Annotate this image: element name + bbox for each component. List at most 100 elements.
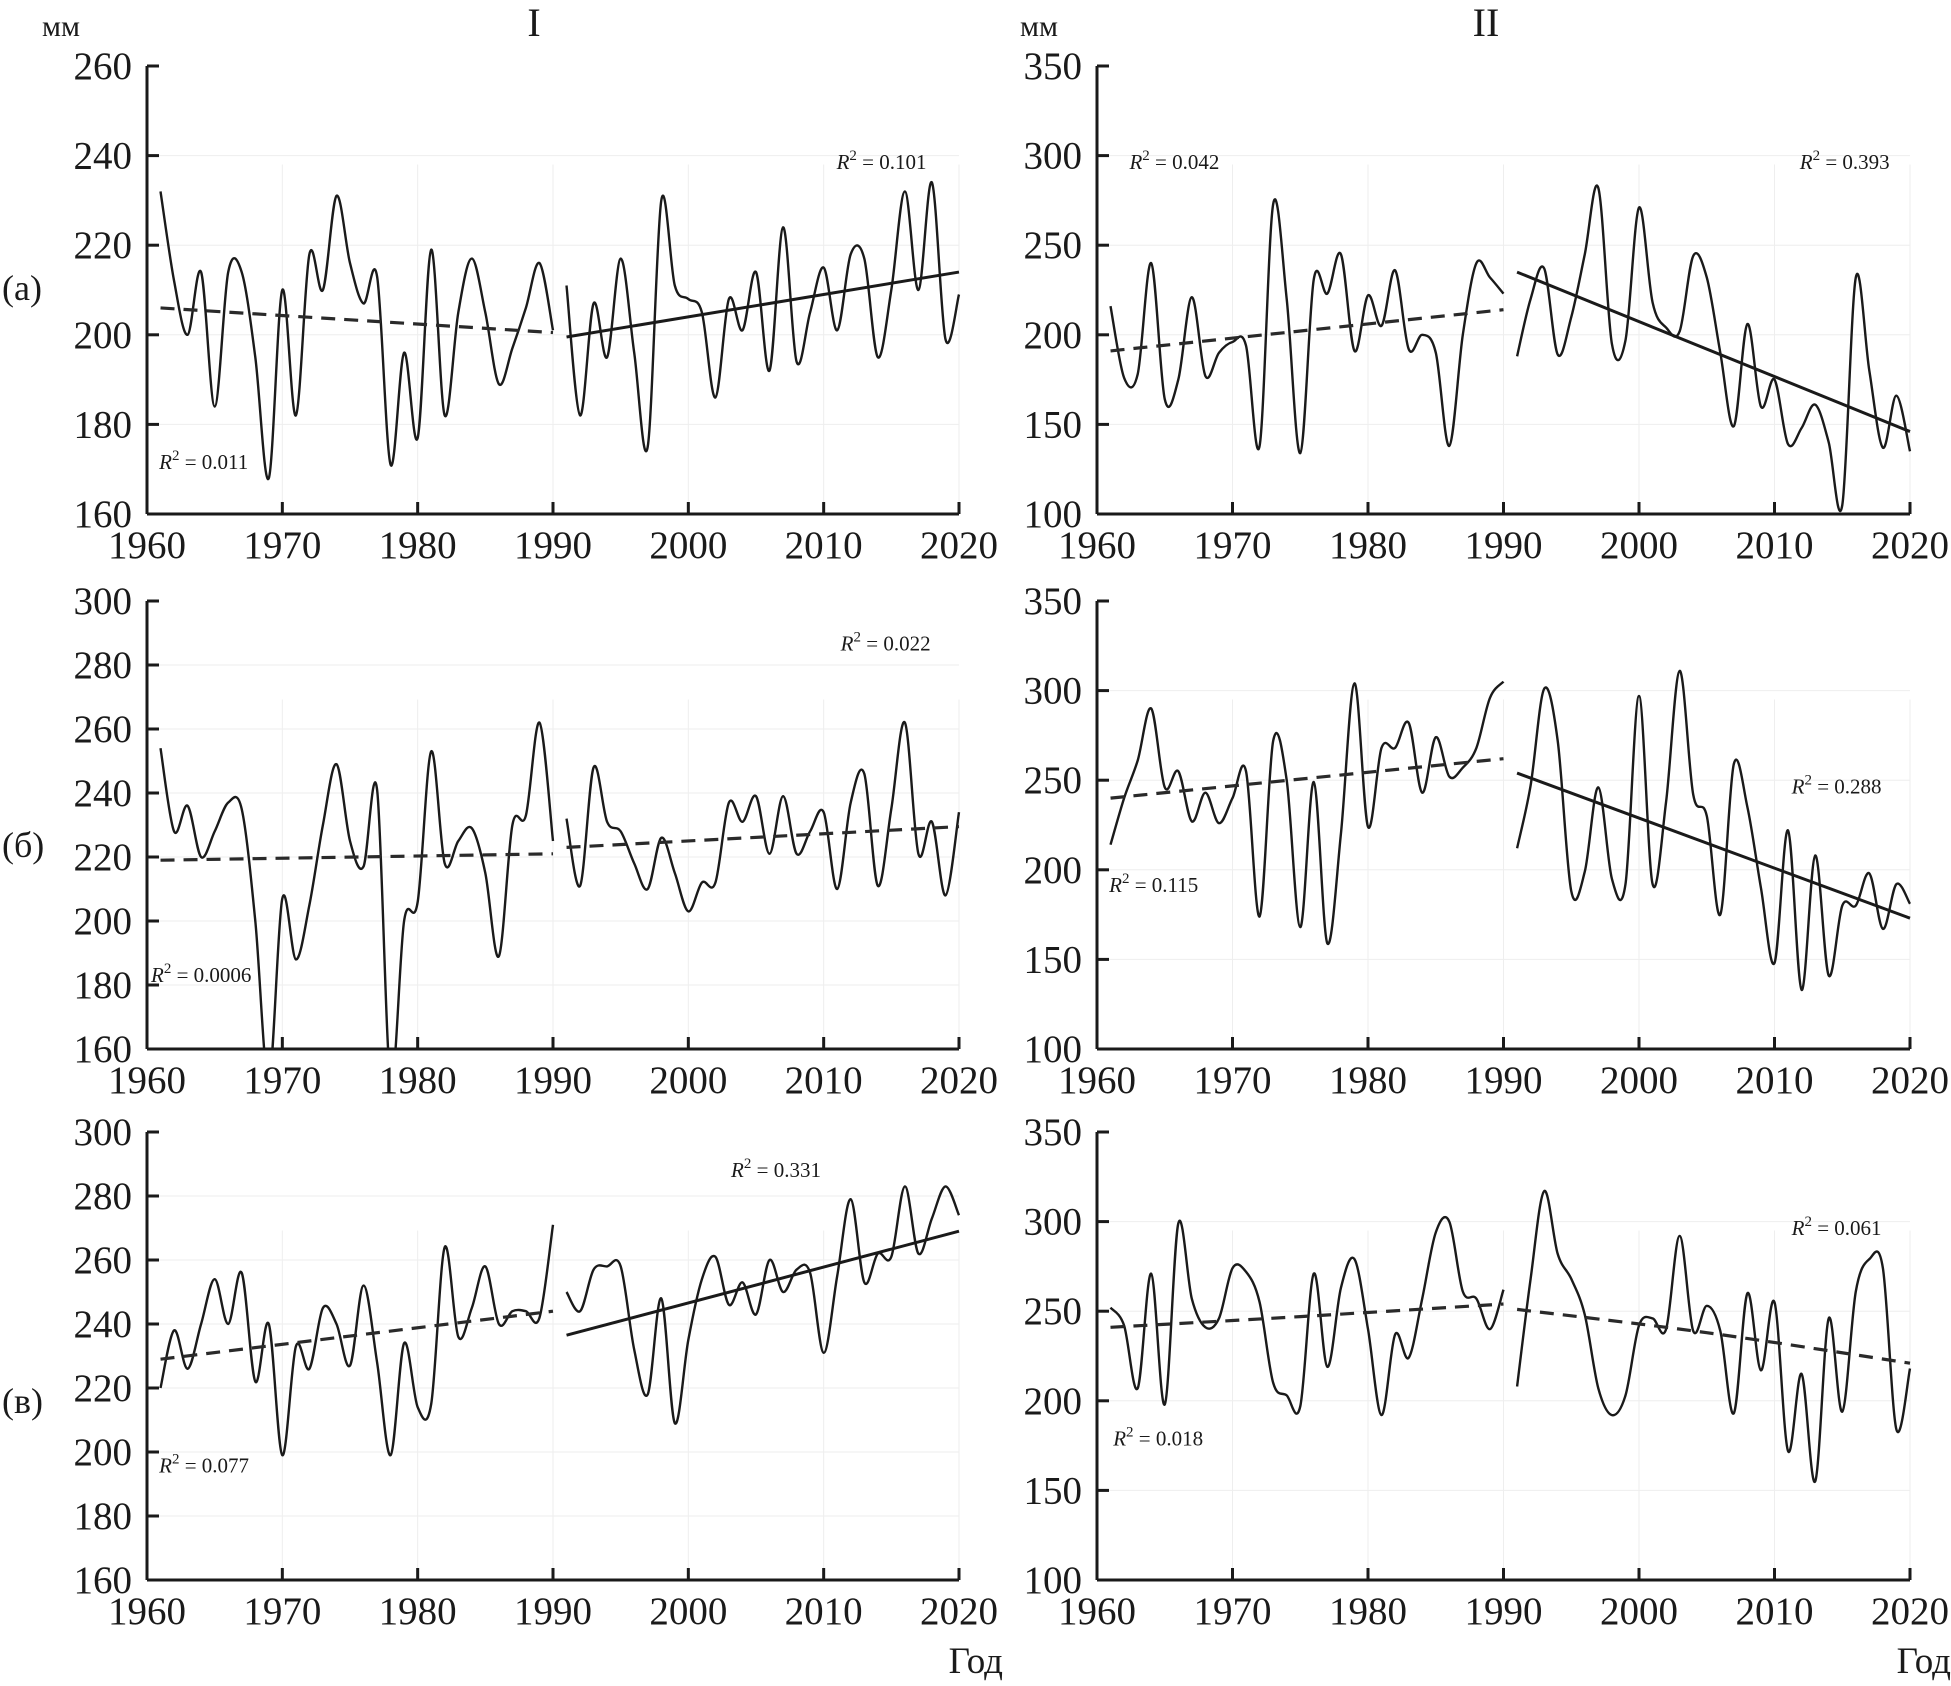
y-tick-label: 220 bbox=[74, 836, 133, 879]
x-tick-label: 1990 bbox=[1465, 524, 1543, 567]
trend-line-dashed bbox=[566, 825, 960, 849]
x-tick-label: 2000 bbox=[649, 1590, 727, 1633]
series-line-1991-2020 bbox=[1515, 669, 1912, 992]
y-tick-label: 150 bbox=[1024, 1469, 1083, 1512]
panels: 160 180 200 220 240 260 1960 1970 1980 1990 2000 20… bbox=[74, 45, 1950, 1633]
trend-line-dashed bbox=[1110, 757, 1504, 800]
x-tick-label: 1990 bbox=[514, 524, 592, 567]
column-title-I: I bbox=[527, 0, 540, 45]
y-tick-label: 160 bbox=[74, 1028, 133, 1071]
y-tick-label: 180 bbox=[74, 403, 133, 446]
row-label-b: (б) bbox=[2, 825, 44, 865]
r2-label: R2 = 0.018 bbox=[1112, 1425, 1203, 1451]
y-tick-label: 160 bbox=[74, 493, 133, 536]
y-tick-label: 220 bbox=[74, 1367, 133, 1410]
trend-line-solid bbox=[1516, 771, 1911, 920]
trend-line-dashed bbox=[1516, 1307, 1911, 1365]
trend-line-dashed bbox=[160, 852, 554, 862]
r2-label: R2 = 0.077 bbox=[158, 1451, 249, 1477]
x-tick-label: 2020 bbox=[920, 524, 998, 567]
x-tick-label: 2010 bbox=[785, 524, 863, 567]
series-line-1961-1990 bbox=[159, 191, 555, 481]
trend-line-dashed bbox=[1110, 1302, 1504, 1329]
y-tick-label: 200 bbox=[74, 900, 133, 943]
x-tick-label: 2010 bbox=[785, 1059, 863, 1102]
x-tick-label: 1990 bbox=[1465, 1059, 1543, 1102]
series-line-1991-2020 bbox=[1515, 1189, 1912, 1483]
y-tick-label: 100 bbox=[1024, 1028, 1083, 1071]
trend-line-solid bbox=[1516, 270, 1911, 433]
unit-label-I: мм bbox=[42, 10, 80, 43]
x-tick-label: 2010 bbox=[1736, 1059, 1814, 1102]
y-tick-label: 260 bbox=[74, 45, 133, 88]
y-tick-label: 180 bbox=[74, 964, 133, 1007]
r2-label: R2 = 0.022 bbox=[840, 629, 931, 655]
y-tick-label: 260 bbox=[74, 1239, 133, 1282]
r2-label: R2 = 0.042 bbox=[1128, 148, 1219, 174]
x-tick-label: 1960 bbox=[108, 1059, 186, 1102]
y-tick-label: 240 bbox=[74, 772, 133, 815]
panel-II-a: 100 150 200 250 300 350 1960 1970 1980 1990 2000 20… bbox=[1024, 45, 1950, 567]
x-tick-label: 2000 bbox=[649, 1059, 727, 1102]
r2-label: R2 = 0.101 bbox=[836, 148, 927, 174]
y-tick-label: 200 bbox=[1024, 314, 1083, 357]
panel-II-c: 100 150 200 250 300 350 1960 1970 1980 1990 2000 20… bbox=[1024, 1111, 1950, 1633]
r2-label: R2 = 0.331 bbox=[730, 1156, 821, 1182]
x-tick-label: 1970 bbox=[243, 1590, 321, 1633]
y-tick-label: 100 bbox=[1024, 1559, 1083, 1602]
y-tick-label: 180 bbox=[74, 1495, 133, 1538]
series-line-1961-1990 bbox=[1109, 1216, 1505, 1417]
y-tick-label: 100 bbox=[1024, 493, 1083, 536]
trend-line-dashed bbox=[160, 306, 554, 335]
x-tick-label: 1970 bbox=[243, 1059, 321, 1102]
series-line-1991-2020 bbox=[1515, 184, 1912, 513]
y-tick-label: 150 bbox=[1024, 403, 1083, 446]
trend-line-dashed bbox=[160, 1309, 554, 1361]
panel-I-c: 160 180 200 220 240 260 280 300 1960 1970 1980 1990… bbox=[74, 1111, 999, 1633]
x-tick-label: 1970 bbox=[1194, 1590, 1272, 1633]
x-tick-label: 1980 bbox=[379, 524, 457, 567]
y-tick-label: 200 bbox=[1024, 849, 1083, 892]
x-tick-label: 1960 bbox=[108, 524, 186, 567]
y-tick-label: 300 bbox=[74, 580, 133, 623]
trend-line-dashed bbox=[1110, 308, 1504, 353]
x-tick-label: 2010 bbox=[1736, 1590, 1814, 1633]
y-tick-label: 250 bbox=[1024, 224, 1083, 267]
series-line-1991-2020 bbox=[565, 1185, 961, 1425]
y-tick-label: 300 bbox=[1024, 135, 1083, 178]
x-tick-label: 1960 bbox=[108, 1590, 186, 1633]
y-tick-label: 240 bbox=[74, 135, 133, 178]
y-tick-label: 150 bbox=[1024, 938, 1083, 981]
r2-label: R2 = 0.288 bbox=[1791, 773, 1882, 799]
row-label-c: (в) bbox=[2, 1381, 43, 1421]
x-tick-label: 1980 bbox=[1329, 524, 1407, 567]
y-tick-label: 200 bbox=[74, 1431, 133, 1474]
series-line-1991-2020 bbox=[565, 721, 961, 913]
y-tick-label: 250 bbox=[1024, 759, 1083, 802]
y-tick-label: 300 bbox=[1024, 670, 1083, 713]
series-line-1961-1990 bbox=[1109, 198, 1505, 455]
y-tick-label: 160 bbox=[74, 1559, 133, 1602]
x-tick-label: 1960 bbox=[1058, 1590, 1136, 1633]
y-tick-label: 200 bbox=[1024, 1380, 1083, 1423]
x-tick-label: 2010 bbox=[1736, 524, 1814, 567]
x-tick-label: 1990 bbox=[514, 1059, 592, 1102]
x-tick-label: 2010 bbox=[785, 1590, 863, 1633]
y-tick-label: 260 bbox=[74, 708, 133, 751]
y-tick-label: 250 bbox=[1024, 1290, 1083, 1333]
y-tick-label: 350 bbox=[1024, 1111, 1083, 1154]
x-tick-label: 2000 bbox=[1600, 1590, 1678, 1633]
x-tick-label: 2020 bbox=[920, 1590, 998, 1633]
x-tick-label: 2000 bbox=[1600, 524, 1678, 567]
x-tick-label: 2020 bbox=[1871, 524, 1949, 567]
x-tick-label: 1980 bbox=[1329, 1590, 1407, 1633]
x-axis-title-II: Год bbox=[1897, 1641, 1951, 1682]
panel-II-b: 100 150 200 250 300 350 1960 1970 1980 1990 2000 20… bbox=[1024, 580, 1950, 1102]
series-line-1961-1990 bbox=[1109, 680, 1505, 945]
x-tick-label: 2000 bbox=[1600, 1059, 1678, 1102]
r2-label: R2 = 0.0006 bbox=[150, 961, 251, 987]
series-line-1991-2020 bbox=[565, 181, 961, 453]
r2-label: R2 = 0.011 bbox=[158, 448, 248, 474]
x-tick-label: 1970 bbox=[1194, 524, 1272, 567]
